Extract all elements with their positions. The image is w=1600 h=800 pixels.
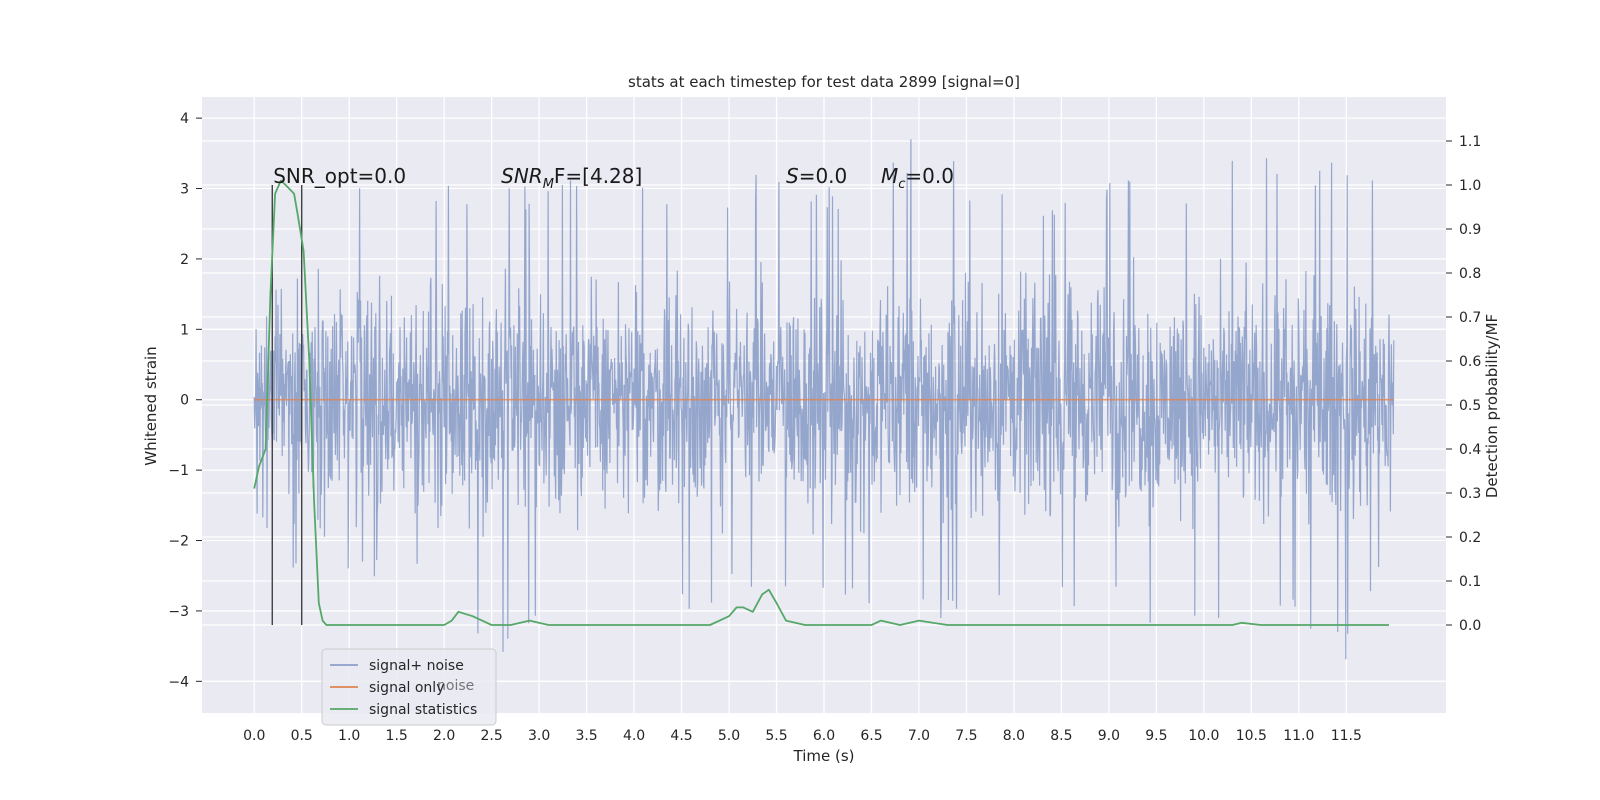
x-tick-label: 5.0 [718,728,740,744]
y2-tick-label: 0.4 [1459,442,1481,458]
legend: noise signal+ noise signal only signal stat… [321,648,497,726]
y2-tick-label: 1.1 [1459,134,1481,150]
x-tick-label: 9.5 [1145,728,1167,744]
legend-label: signal only [369,680,444,696]
annotations: SNR_opt=0.0 SNRMF=[4.28] S=0.0 Mc=0.0 [273,164,954,192]
signal-statistics-line [253,179,1389,626]
x-tick-label: 10.5 [1236,728,1267,744]
x-axis-label: Time (s) [793,747,855,765]
legend-label: signal statistics [369,702,477,718]
x-tick-label: 6.5 [860,728,882,744]
y-tick-label: 4 [180,111,189,127]
y2-tick-label: 0.9 [1459,222,1481,238]
x-tick-label: 4.0 [623,728,645,744]
series-signal-statistics [253,179,1389,626]
y2-tick-label: 0.3 [1459,486,1481,502]
y-tick-label: −1 [168,463,189,479]
x-tick-label: 3.5 [575,728,597,744]
y-tick-label: 0 [180,393,189,409]
y-axis-ticks: 4 3 2 1 0 −1 −2 −3 −4 [168,111,202,690]
legend-ghost-text: noise [437,678,474,694]
x-tick-label: 0.0 [243,728,265,744]
x-tick-label: 1.0 [338,728,360,744]
x-tick-label: 8.5 [1050,728,1072,744]
x-tick-label: 11.5 [1331,728,1362,744]
x-tick-label: 1.5 [386,728,408,744]
y-tick-label: −2 [168,534,189,550]
x-tick-label: 9.0 [1098,728,1120,744]
x-tick-label: 4.5 [670,728,692,744]
x-axis-ticks: 0.0 0.5 1.0 1.5 2.0 2.5 3.0 3.5 4.0 4.5 5.0 5.5 6.0 6… [243,728,1362,744]
y-axis-label: Whitened strain [142,346,160,465]
y2-axis-ticks: 1.1 1.0 0.9 0.8 0.7 0.6 0.5 0.4 0.3 0.2 0.1 0.0 [1446,134,1481,634]
annotation: SNRMF=[4.28] [501,164,642,192]
y2-tick-label: 0.5 [1459,398,1481,414]
annotation: S=0.0 [786,164,847,188]
x-tick-label: 11.0 [1283,728,1314,744]
chart-title: stats at each timestep for test data 289… [628,73,1020,91]
legend-label: signal+ noise [369,658,464,674]
y-tick-label: 2 [180,252,189,268]
annotation: SNR_opt=0.0 [273,164,406,188]
x-tick-label: 3.0 [528,728,550,744]
y-tick-label: 3 [180,182,189,198]
y2-tick-label: 0.8 [1459,266,1481,282]
y-tick-label: 1 [180,322,189,338]
y-tick-label: −3 [168,604,189,620]
x-tick-label: 7.0 [908,728,930,744]
annotation: Mc=0.0 [881,164,954,192]
x-tick-label: 2.5 [481,728,503,744]
y2-tick-label: 1.0 [1459,178,1481,194]
y2-tick-label: 0.7 [1459,310,1481,326]
x-tick-label: 6.0 [813,728,835,744]
y2-tick-label: 0.1 [1459,574,1481,590]
legend-box [321,648,497,726]
x-tick-label: 7.5 [955,728,977,744]
signal-noise-line [253,139,1395,660]
x-tick-label: 5.5 [765,728,787,744]
x-tick-label: 2.0 [433,728,455,744]
series-signal-noise [253,139,1395,660]
x-tick-label: 10.0 [1188,728,1219,744]
x-tick-label: 0.5 [291,728,313,744]
y2-tick-label: 0.0 [1459,618,1481,634]
y2-tick-label: 0.6 [1459,354,1481,370]
y2-axis-label: Detection probability/MF [1483,314,1501,498]
y-tick-label: −4 [168,674,189,690]
y2-tick-label: 0.2 [1459,530,1481,546]
x-tick-label: 8.0 [1003,728,1025,744]
